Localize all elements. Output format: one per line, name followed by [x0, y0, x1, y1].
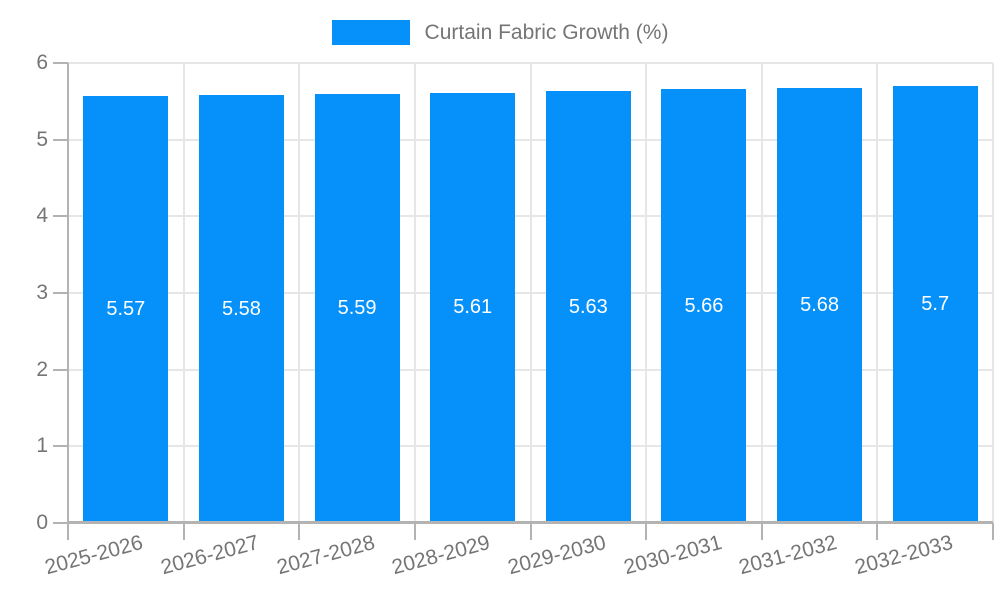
y-axis-tick — [53, 445, 68, 448]
x-axis-tick — [645, 523, 648, 540]
v-gridline — [645, 63, 648, 523]
bar-value-label: 5.61 — [453, 296, 493, 319]
bar[interactable]: 5.7 — [892, 86, 978, 523]
x-axis-tick — [182, 523, 185, 540]
bar-value-label: 5.59 — [337, 297, 377, 320]
x-axis-label: 2031-2032 — [736, 531, 840, 580]
v-gridline — [182, 63, 185, 523]
bar-value-label: 5.63 — [568, 295, 608, 318]
x-axis-label: 2028-2029 — [389, 531, 493, 580]
bar[interactable]: 5.63 — [545, 91, 631, 523]
plot-area: 5.57 2025-2026 5.58 2026-2027 5.59 2027-2028 5… — [43, 62, 994, 579]
x-axis-tick — [413, 523, 416, 540]
bar[interactable]: 5.68 — [777, 87, 863, 523]
y-axis-tick — [53, 292, 68, 294]
x-axis-tick — [67, 523, 69, 540]
x-axis-label: 2026-2027 — [158, 531, 262, 580]
y-axis-label: 4 — [36, 204, 48, 228]
y-axis-tick — [53, 368, 68, 371]
y-axis-line — [67, 63, 69, 523]
bar-value-label: 5.66 — [684, 294, 724, 317]
y-axis-tick — [53, 215, 68, 218]
x-axis-label: 2029-2030 — [505, 531, 609, 580]
y-axis-label: 0 — [36, 511, 48, 534]
bar[interactable]: 5.58 — [198, 95, 284, 523]
bar-value-label: 5.7 — [921, 293, 950, 315]
v-gridline — [760, 63, 763, 523]
y-axis-tick — [53, 138, 68, 141]
x-axis-label: 2032-2033 — [852, 531, 956, 580]
bar[interactable]: 5.59 — [314, 94, 400, 523]
x-axis-line — [68, 521, 993, 524]
bar-value-label: 5.57 — [106, 297, 146, 320]
bar[interactable]: 5.61 — [430, 92, 516, 523]
bar[interactable]: 5.66 — [661, 89, 747, 523]
v-gridline — [298, 63, 301, 523]
x-axis-label: 2030-2031 — [620, 531, 724, 580]
legend-swatch — [331, 20, 410, 45]
v-gridline — [992, 63, 994, 523]
bar-value-label: 5.58 — [221, 297, 261, 320]
y-axis-tick — [53, 522, 68, 524]
x-axis-label: 2027-2028 — [274, 531, 378, 580]
y-axis-label: 5 — [36, 127, 48, 151]
y-axis-label: 6 — [36, 51, 48, 74]
y-axis-label: 3 — [36, 281, 48, 304]
x-axis-tick — [760, 523, 763, 540]
x-axis-label: 2025-2026 — [42, 531, 146, 580]
x-axis-tick — [529, 523, 532, 540]
y-axis-label: 2 — [36, 357, 48, 381]
x-axis-tick — [298, 523, 301, 540]
v-gridline — [876, 63, 879, 523]
legend-label: Curtain Fabric Growth (%) — [424, 20, 669, 44]
x-axis-tick — [876, 523, 879, 540]
v-gridline — [413, 63, 416, 523]
chart-legend[interactable]: Curtain Fabric Growth (%) — [0, 20, 1000, 45]
x-axis-tick — [992, 523, 994, 540]
v-gridline — [529, 63, 532, 523]
y-axis-label: 1 — [36, 434, 48, 458]
bar-value-label: 5.68 — [800, 293, 840, 316]
bar[interactable]: 5.57 — [83, 95, 169, 523]
y-axis-tick — [53, 62, 68, 64]
